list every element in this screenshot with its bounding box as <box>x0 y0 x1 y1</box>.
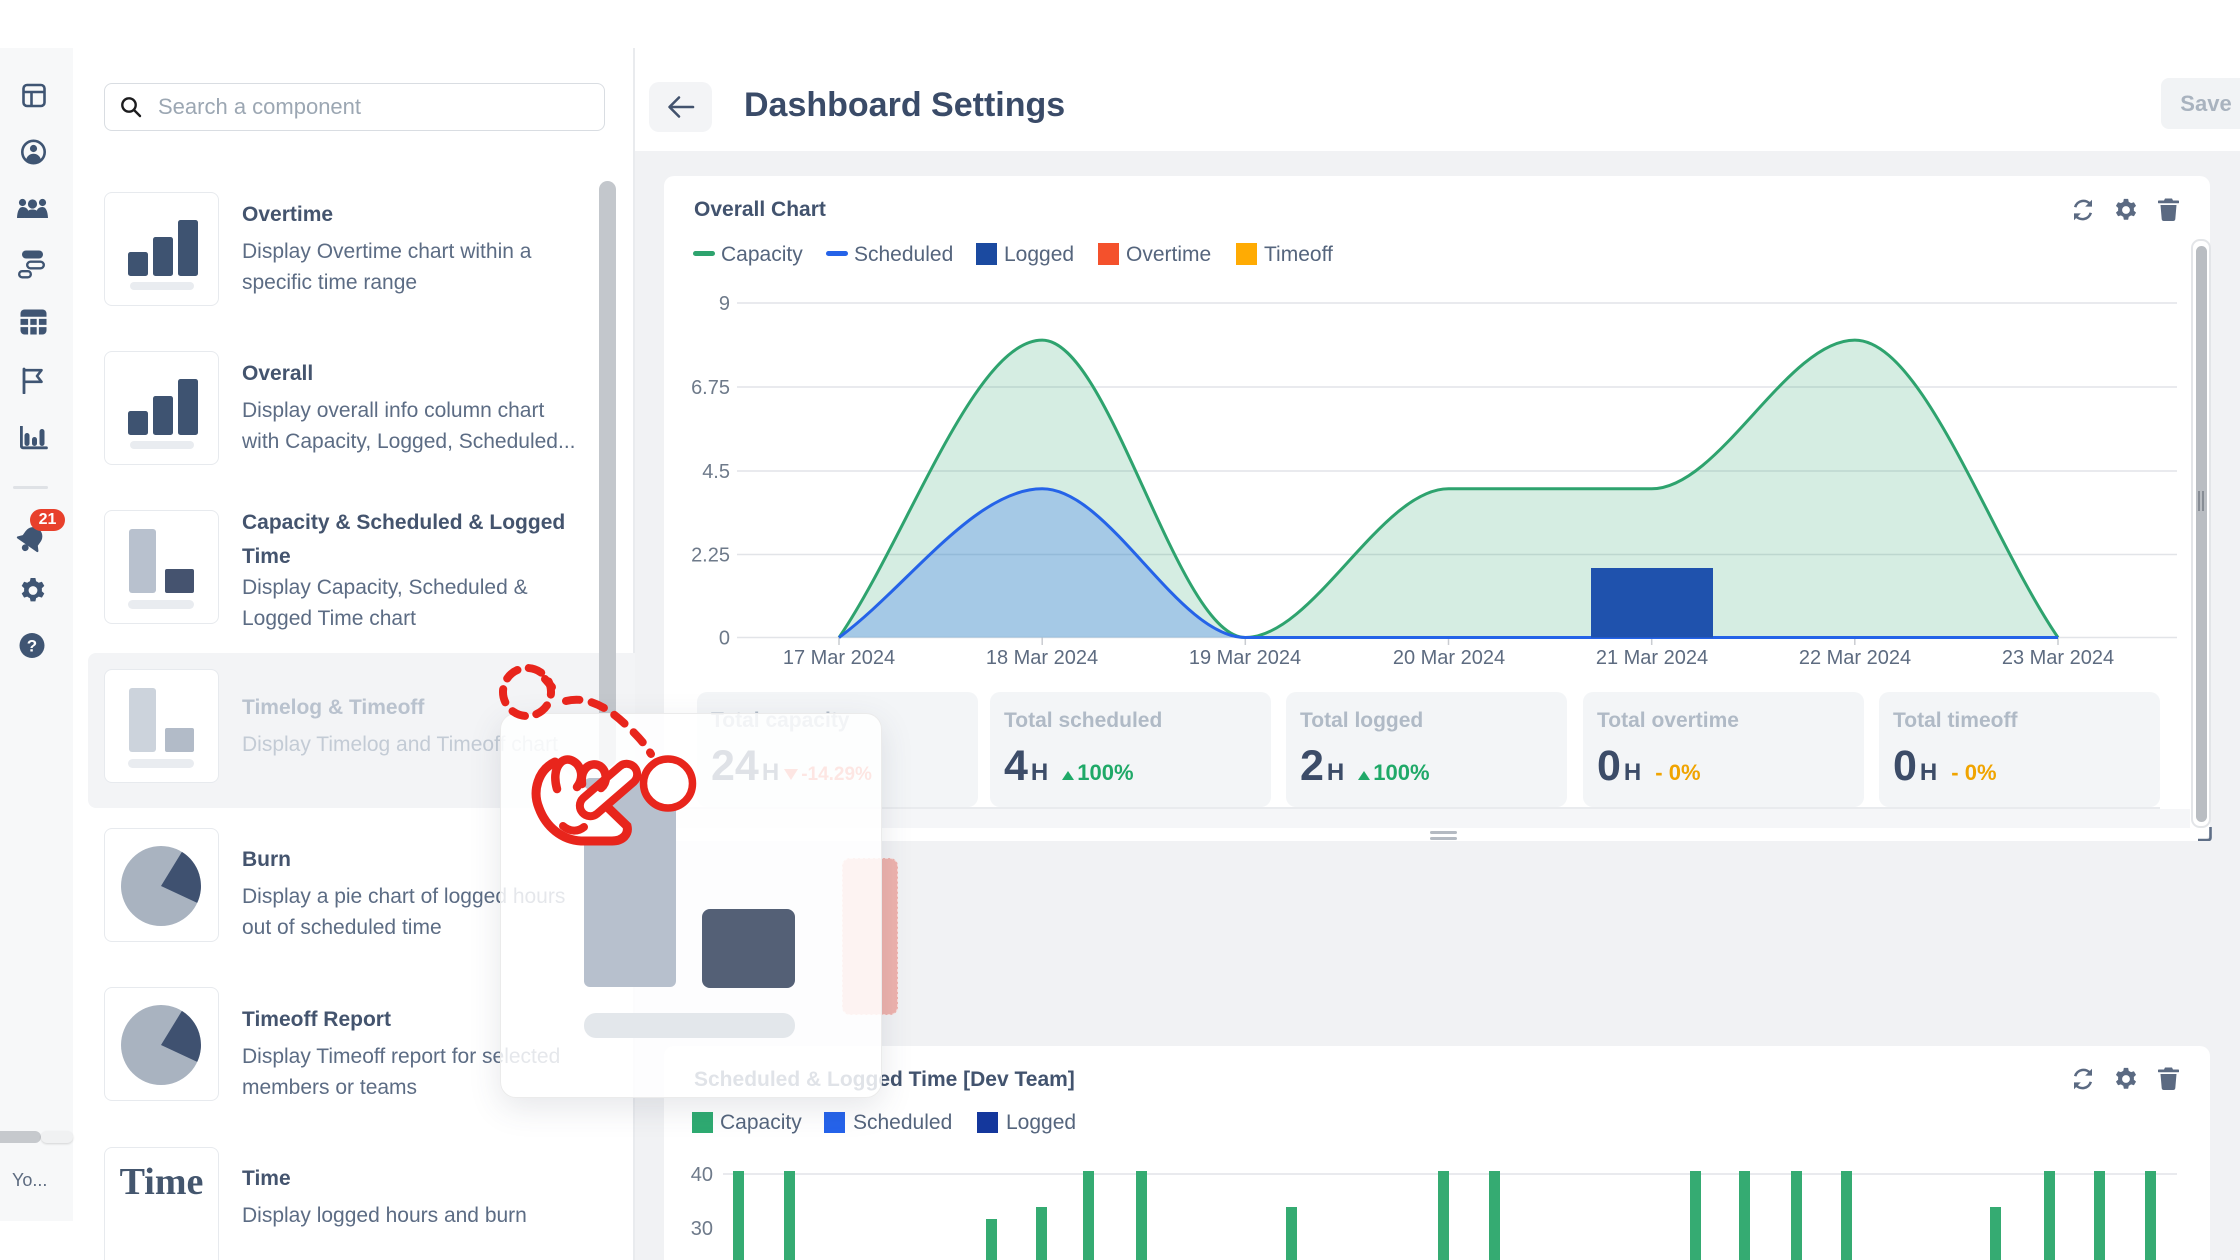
svg-text:30: 30 <box>691 1218 713 1240</box>
svg-text:22 Mar 2024: 22 Mar 2024 <box>1799 647 1911 669</box>
svg-text:9: 9 <box>719 293 730 315</box>
svg-text:0: 0 <box>719 628 730 650</box>
svg-text:20 Mar 2024: 20 Mar 2024 <box>1393 647 1505 669</box>
svg-text:18 Mar 2024: 18 Mar 2024 <box>986 647 1098 669</box>
svg-text:19 Mar 2024: 19 Mar 2024 <box>1189 647 1301 669</box>
svg-text:4.5: 4.5 <box>702 461 730 483</box>
svg-text:17 Mar 2024: 17 Mar 2024 <box>783 647 895 669</box>
svg-text:21 Mar 2024: 21 Mar 2024 <box>1596 647 1708 669</box>
svg-text:40: 40 <box>691 1164 713 1186</box>
svg-text:6.75: 6.75 <box>691 377 730 399</box>
svg-text:?: ? <box>27 637 37 656</box>
svg-text:23 Mar 2024: 23 Mar 2024 <box>2002 647 2114 669</box>
svg-text:2.25: 2.25 <box>691 545 730 567</box>
